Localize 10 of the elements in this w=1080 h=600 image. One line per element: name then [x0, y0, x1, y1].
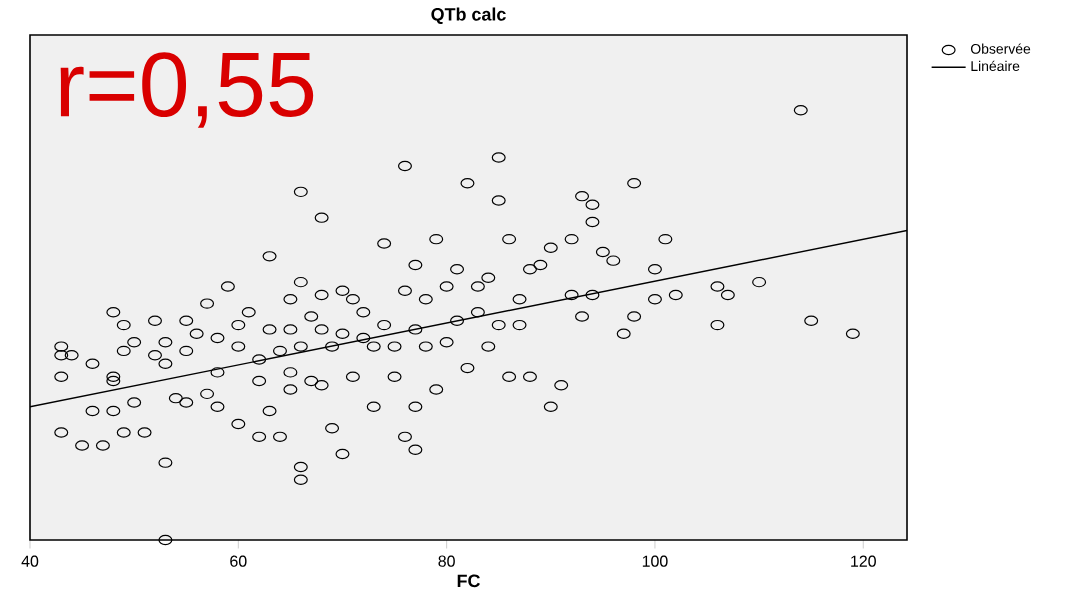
x-tick-label: 120: [851, 555, 876, 567]
x-tick-label: 40: [21, 555, 39, 567]
x-tick-label: 80: [438, 555, 455, 567]
annotation: r=0,55: [60, 52, 314, 128]
chart-title: QTb calc: [431, 7, 506, 24]
legend-label: Linéaire: [971, 60, 1020, 71]
x-tick-label: 60: [230, 555, 247, 567]
legend-label: Observée: [970, 43, 1031, 54]
x-tick-label: 100: [642, 555, 668, 567]
x-axis-title: FC: [457, 574, 480, 588]
